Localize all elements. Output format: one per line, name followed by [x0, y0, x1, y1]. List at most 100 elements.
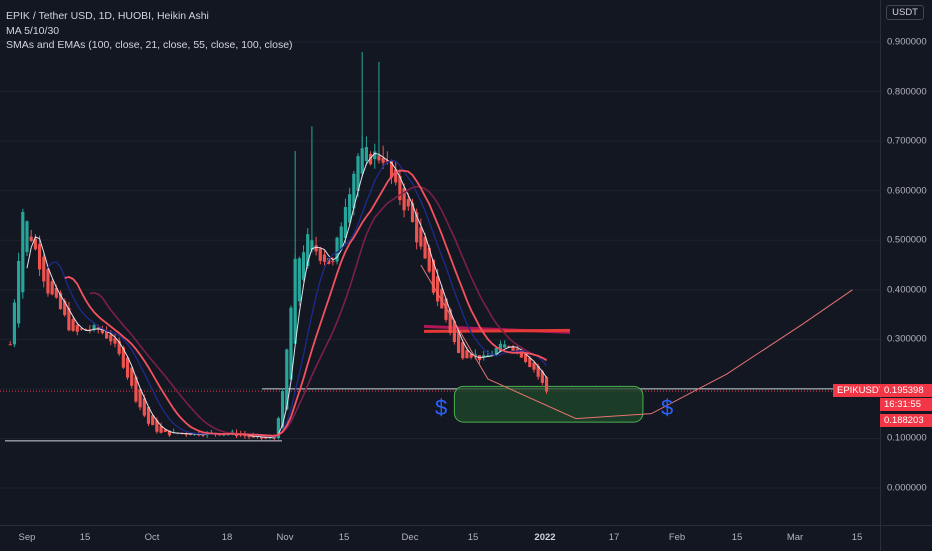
indicator-ma-label[interactable]: MA 5/10/30 [6, 24, 60, 37]
indicator-smas-label[interactable]: SMAs and EMAs (100, close, 21, close, 55… [6, 39, 293, 51]
candle-body [327, 258, 331, 264]
candle-body [251, 436, 255, 438]
candle-body [8, 344, 12, 346]
last-price-label: 0.195398 [880, 384, 932, 397]
candle-body [452, 321, 456, 343]
candle-body [356, 156, 360, 192]
ma-5-line [26, 152, 548, 439]
candle-body [17, 260, 21, 324]
time-tick-label: Mar [786, 532, 804, 543]
candle-body [415, 212, 419, 243]
candle-body [394, 169, 398, 183]
candle-body [448, 309, 452, 333]
candle-body [289, 307, 293, 380]
candle-body [138, 389, 142, 408]
currency-unit-button[interactable]: USDT [886, 5, 924, 20]
candle-body [524, 353, 528, 362]
candle-body [58, 292, 63, 310]
candle-body [92, 325, 96, 330]
candle-body [331, 261, 335, 263]
candle-body [79, 328, 84, 330]
candle-body [398, 175, 402, 201]
candle-body [155, 420, 159, 432]
candle-body [12, 302, 17, 345]
time-axis[interactable]: Sep 15 Oct 18 Nov 15 Dec 15 2022 17 Feb 15 Mar 15 [0, 525, 880, 551]
time-tick-label: Nov [276, 532, 294, 543]
candle-body [243, 434, 247, 437]
candle-body [130, 367, 134, 386]
price-tick-label: 0.600000 [887, 185, 927, 197]
time-tick-label: 15 [851, 532, 863, 543]
candle-body [54, 287, 58, 298]
time-tick-label: Feb [668, 532, 686, 543]
time-tick-label: Oct [144, 532, 160, 543]
candle-body [385, 160, 389, 162]
candle-body [285, 349, 289, 410]
candle-body [276, 418, 280, 439]
candle-body [377, 155, 381, 161]
candle-body [440, 288, 444, 309]
chart-legend: EPIK / Tether USD, 1D, HUOBI, Heikin Ash… [6, 9, 293, 53]
candle-body [532, 362, 536, 370]
candle-body [528, 357, 532, 367]
ma-30-line [89, 185, 547, 437]
candle-body [419, 227, 423, 247]
resistance-line-2 [423, 328, 571, 333]
candle-body [117, 340, 121, 354]
candle-body [75, 324, 79, 332]
candle-body [146, 406, 151, 424]
candle-body [511, 346, 515, 352]
candle-body [113, 338, 117, 344]
candle-body [25, 221, 29, 253]
symbol-title[interactable]: EPIK / Tether USD, 1D, HUOBI, Heikin Ash… [6, 10, 209, 22]
candle-body [473, 354, 477, 356]
candle-body [431, 259, 436, 293]
candle-body [109, 334, 113, 342]
candle-body [255, 436, 260, 438]
candle-body [121, 347, 125, 368]
candle-body [260, 436, 264, 439]
candle-body [134, 376, 138, 402]
candle-body [63, 300, 67, 316]
price-tick-label: 0.700000 [887, 135, 927, 147]
candle-body [373, 151, 377, 160]
candle-body [71, 319, 75, 331]
candle-body [494, 348, 498, 355]
candle-body [498, 343, 503, 352]
candle-body [343, 207, 348, 239]
candle-body [151, 415, 155, 426]
candle-body [297, 258, 301, 302]
time-tick-label: 15 [731, 532, 743, 543]
candle-body [46, 269, 50, 294]
candle-body [364, 147, 368, 161]
candle-body [167, 430, 172, 436]
time-tick-label: 15 [338, 532, 350, 543]
candle-body [50, 281, 54, 295]
candle-body [335, 237, 339, 262]
price-axis[interactable]: 0.900000 0.800000 0.700000 0.600000 0.500000… [880, 0, 932, 525]
time-tick-label: Sep [18, 532, 36, 543]
candle-body [314, 245, 318, 252]
candle-body [482, 355, 486, 358]
candle-body [436, 276, 440, 302]
candle-body [360, 148, 364, 174]
candle-body [465, 350, 469, 359]
candle-body [88, 329, 92, 331]
candle-body [264, 437, 268, 439]
price-tick-label: 0.800000 [887, 86, 927, 98]
candle-body [444, 298, 448, 320]
candle-body [322, 254, 327, 262]
price-tick-label: 0.300000 [887, 333, 927, 345]
candle-body [507, 346, 511, 348]
candle-body [406, 199, 410, 207]
price-tick-label: 0.900000 [887, 36, 927, 48]
candle-body [519, 349, 524, 358]
candle-body [159, 425, 163, 433]
candle-body [21, 211, 25, 293]
candle-body [469, 354, 473, 358]
price-tick-label: 0.100000 [887, 432, 927, 444]
price-tick-label: 0.400000 [887, 284, 927, 296]
ma-10-line [47, 159, 548, 438]
candle-body [456, 331, 461, 353]
